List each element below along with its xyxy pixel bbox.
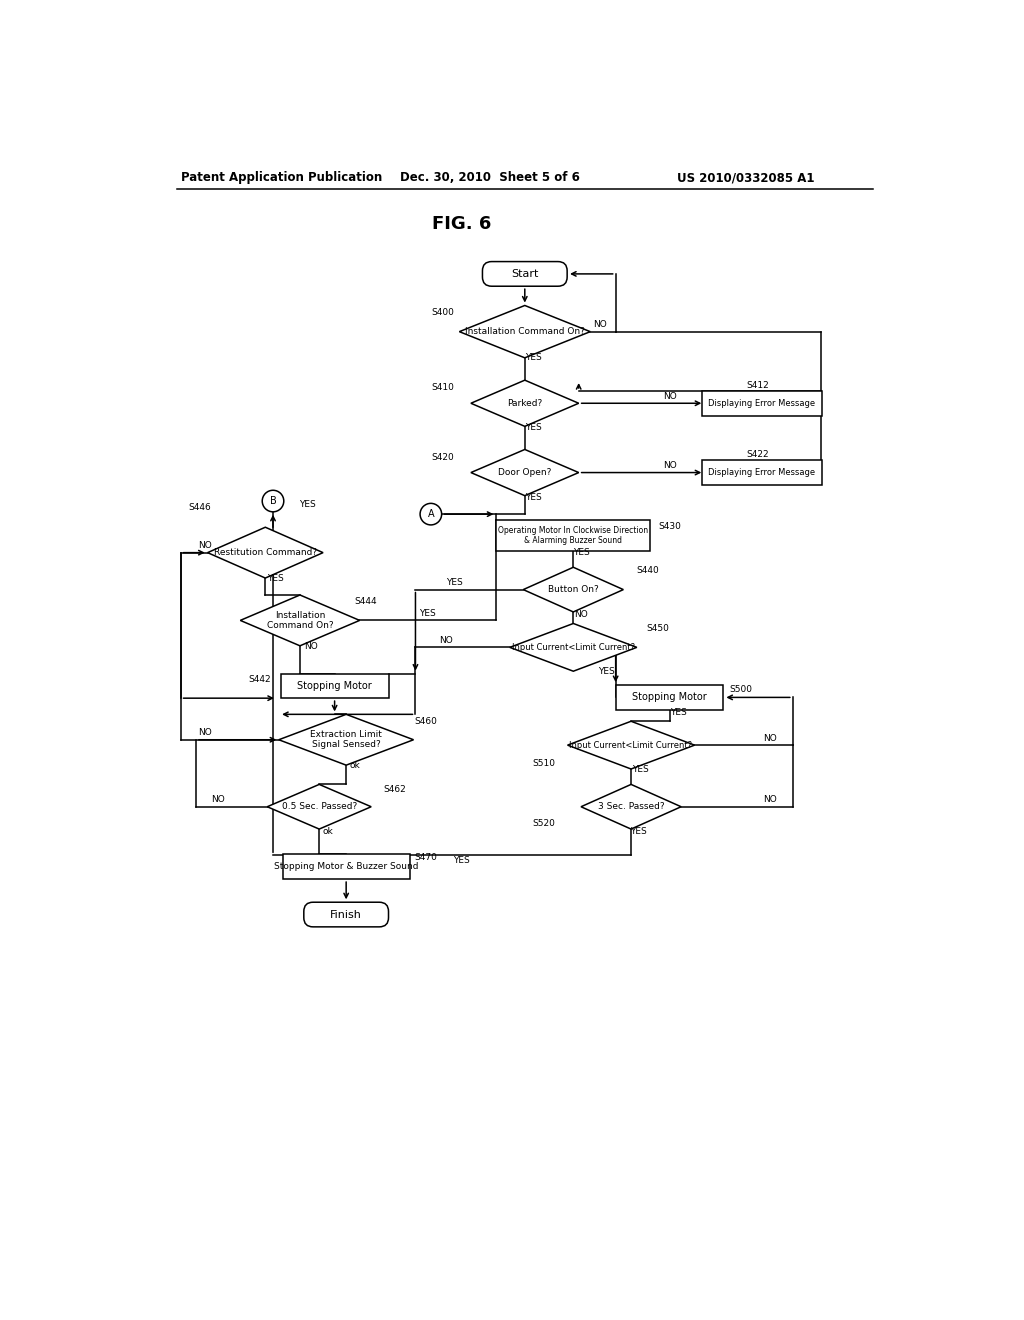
Text: NO: NO (763, 796, 776, 804)
Text: YES: YES (632, 766, 648, 775)
Text: NO: NO (593, 321, 607, 329)
Text: Operating Motor In Clockwise Direction
& Alarming Buzzer Sound: Operating Motor In Clockwise Direction &… (499, 525, 648, 545)
Text: Button On?: Button On? (548, 585, 599, 594)
Text: NO: NO (763, 734, 776, 743)
Text: YES: YES (631, 826, 647, 836)
Text: YES: YES (267, 574, 284, 583)
Text: ok: ok (323, 826, 333, 836)
Polygon shape (523, 568, 624, 612)
Text: YES: YES (419, 609, 435, 618)
Polygon shape (567, 721, 694, 770)
Text: YES: YES (525, 424, 542, 433)
Text: S510: S510 (532, 759, 556, 768)
Text: YES: YES (671, 709, 687, 717)
Text: Finish: Finish (330, 909, 362, 920)
Text: YES: YES (445, 578, 462, 587)
Text: Restitution Command?: Restitution Command? (214, 548, 316, 557)
Text: NO: NO (663, 392, 677, 401)
Text: S430: S430 (658, 521, 681, 531)
Text: 0.5 Sec. Passed?: 0.5 Sec. Passed? (282, 803, 356, 812)
Text: S440: S440 (637, 566, 659, 574)
Text: S446: S446 (188, 503, 211, 512)
Text: Installation
Command On?: Installation Command On? (266, 611, 333, 630)
Text: B: B (269, 496, 276, 506)
Polygon shape (581, 784, 681, 829)
Text: Installation Command On?: Installation Command On? (465, 327, 585, 337)
Text: NO: NO (663, 461, 677, 470)
Polygon shape (241, 595, 359, 645)
Text: S442: S442 (249, 676, 271, 684)
Text: Stopping Motor: Stopping Motor (632, 693, 707, 702)
Text: NO: NO (574, 610, 588, 619)
Text: NO: NO (304, 642, 317, 651)
Text: Displaying Error Message: Displaying Error Message (709, 469, 815, 477)
Text: YES: YES (525, 492, 542, 502)
Polygon shape (510, 623, 637, 671)
Text: Parked?: Parked? (507, 399, 543, 408)
Text: NO: NO (211, 796, 224, 804)
Text: NO: NO (439, 636, 454, 645)
Text: S462: S462 (383, 785, 407, 795)
Text: Stopping Motor & Buzzer Sound: Stopping Motor & Buzzer Sound (273, 862, 419, 871)
Text: Patent Application Publication: Patent Application Publication (180, 172, 382, 185)
Text: Start: Start (511, 269, 539, 279)
Text: S420: S420 (431, 453, 454, 462)
Bar (497, 520, 650, 552)
Text: S412: S412 (746, 381, 769, 389)
Text: Dec. 30, 2010  Sheet 5 of 6: Dec. 30, 2010 Sheet 5 of 6 (400, 172, 580, 185)
Text: NO: NO (199, 541, 212, 550)
Bar (702, 461, 821, 484)
Text: NO: NO (199, 729, 212, 738)
Text: US 2010/0332085 A1: US 2010/0332085 A1 (677, 172, 815, 185)
Bar (281, 673, 388, 698)
Text: 3 Sec. Passed?: 3 Sec. Passed? (598, 803, 665, 812)
Polygon shape (279, 714, 414, 766)
Bar (615, 685, 724, 710)
Text: ok: ok (349, 762, 360, 771)
Text: A: A (428, 510, 434, 519)
Text: S410: S410 (431, 383, 454, 392)
Text: YES: YES (525, 354, 542, 362)
Circle shape (262, 490, 284, 512)
Text: YES: YES (572, 548, 590, 557)
Text: YES: YES (598, 668, 614, 676)
Polygon shape (267, 784, 371, 829)
Text: FIG. 6: FIG. 6 (432, 215, 492, 232)
Text: S400: S400 (431, 308, 454, 317)
Text: Displaying Error Message: Displaying Error Message (709, 399, 815, 408)
Text: YES: YES (454, 857, 470, 865)
Text: Input Current<Limit Current?: Input Current<Limit Current? (569, 741, 692, 750)
Polygon shape (471, 449, 579, 496)
Text: S444: S444 (354, 597, 377, 606)
FancyBboxPatch shape (482, 261, 567, 286)
Text: S422: S422 (746, 450, 769, 459)
Text: S520: S520 (532, 820, 555, 828)
Bar (283, 854, 410, 879)
Polygon shape (471, 380, 579, 426)
Text: S460: S460 (414, 717, 437, 726)
Text: Door Open?: Door Open? (498, 469, 552, 477)
Text: S500: S500 (730, 685, 753, 694)
Polygon shape (460, 305, 590, 358)
Text: S450: S450 (646, 623, 670, 632)
Text: Stopping Motor: Stopping Motor (297, 681, 372, 690)
Bar (702, 391, 821, 416)
FancyBboxPatch shape (304, 903, 388, 927)
Text: Input Current<Limit Current?: Input Current<Limit Current? (512, 643, 635, 652)
Text: YES: YES (299, 500, 316, 510)
Text: S470: S470 (414, 853, 437, 862)
Text: Extraction Limit
Signal Sensed?: Extraction Limit Signal Sensed? (310, 730, 382, 750)
Circle shape (420, 503, 441, 525)
Polygon shape (208, 527, 323, 578)
